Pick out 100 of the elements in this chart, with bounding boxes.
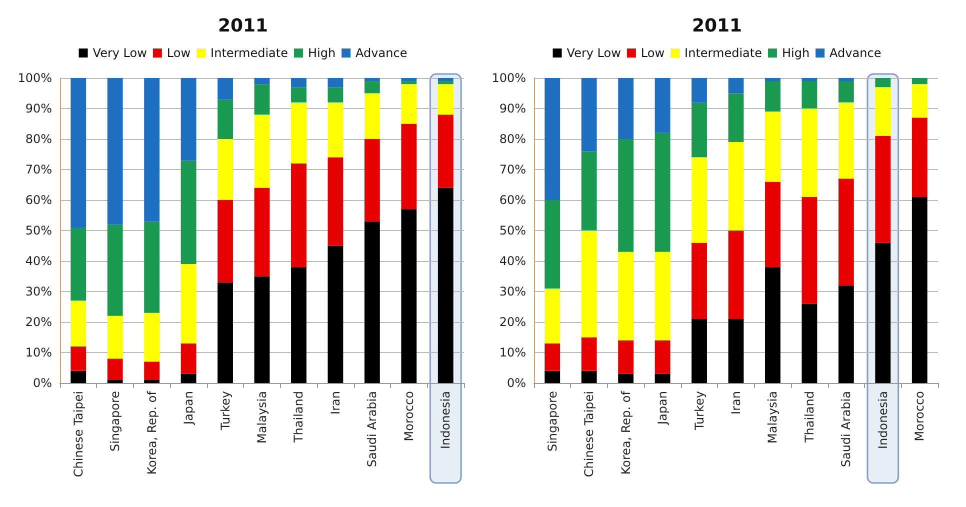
- bar: [328, 157, 344, 246]
- y-tick-label: 40%: [499, 254, 526, 268]
- bar: [254, 188, 270, 276]
- x-tick-label: Turkey: [218, 391, 232, 432]
- y-tick-label: 20%: [499, 315, 526, 329]
- bar: [291, 267, 306, 383]
- y-tick-label: 90%: [25, 102, 52, 116]
- bar: [692, 318, 707, 383]
- x-tick-label: Korea, Rep. of: [144, 390, 159, 475]
- bar: [328, 246, 344, 383]
- bar: [802, 196, 818, 304]
- x-tick-label: Thailand: [292, 391, 306, 444]
- legend-label: High: [782, 46, 810, 60]
- bar: [618, 139, 634, 252]
- bar: [838, 285, 854, 383]
- bar: [838, 102, 854, 179]
- bar: [364, 78, 380, 82]
- bar: [364, 81, 380, 94]
- bar: [291, 102, 306, 164]
- bar: [692, 157, 707, 243]
- y-tick-label: 90%: [499, 102, 526, 116]
- y-tick-label: 100%: [18, 71, 52, 85]
- y-tick-label: 30%: [499, 284, 526, 298]
- x-tick-label: Morocco: [912, 391, 927, 442]
- bar: [912, 78, 928, 84]
- x-tick-label: Saudi Arabia: [839, 391, 854, 468]
- bar: [912, 196, 928, 383]
- bar: [70, 78, 86, 228]
- y-tick-label: 80%: [25, 132, 52, 146]
- bar: [838, 81, 854, 102]
- bar: [765, 78, 780, 82]
- bar: [218, 139, 233, 200]
- x-tick-label: Singapore: [108, 391, 122, 452]
- legend-label: Very Low: [566, 46, 622, 60]
- bar: [218, 99, 233, 139]
- bar: [618, 252, 634, 340]
- x-tick-label: Iran: [729, 391, 743, 414]
- bar: [438, 78, 454, 82]
- bar: [728, 318, 744, 383]
- bar: [291, 78, 306, 88]
- bar: [328, 78, 344, 88]
- bar: [912, 84, 928, 118]
- x-tick-label: Morocco: [402, 391, 416, 442]
- legend-label: Advance: [356, 46, 408, 60]
- bar: [618, 340, 634, 374]
- bar: [401, 124, 417, 210]
- y-tick-label: 50%: [499, 224, 526, 238]
- x-tick-label: Thailand: [802, 391, 816, 444]
- bar: [581, 151, 597, 230]
- bar: [765, 81, 780, 112]
- bar: [728, 78, 744, 94]
- bar: [581, 370, 597, 383]
- x-tick-label: Chinese Taipei: [582, 391, 596, 478]
- y-tick-label: 40%: [25, 254, 52, 268]
- bar: [107, 224, 123, 316]
- legend-label: Intermediate: [210, 46, 288, 60]
- bar: [875, 242, 891, 383]
- legend-label: High: [308, 46, 336, 60]
- bar: [144, 312, 160, 362]
- bar: [692, 102, 707, 158]
- x-tick-label: Chinese Taipei: [71, 391, 86, 478]
- bar: [107, 78, 123, 224]
- bar: [254, 78, 270, 84]
- bar: [364, 221, 380, 383]
- bar: [401, 81, 417, 84]
- bar: [618, 78, 634, 139]
- y-tick-label: 10%: [25, 346, 52, 360]
- bar: [328, 102, 344, 158]
- bar: [144, 380, 160, 383]
- x-tick-label: Japan: [182, 391, 196, 426]
- y-tick-label: 10%: [499, 346, 526, 360]
- y-tick-label: 100%: [492, 71, 526, 85]
- bar: [438, 84, 454, 115]
- bar: [364, 93, 380, 139]
- bar: [401, 84, 417, 124]
- bar: [838, 178, 854, 286]
- bar: [254, 114, 270, 188]
- bar: [438, 188, 454, 383]
- bar: [218, 282, 233, 383]
- bar: [581, 78, 597, 152]
- bar: [70, 227, 86, 301]
- x-tick-label: Singapore: [545, 391, 560, 452]
- bar: [802, 81, 818, 108]
- legend-label: Low: [640, 46, 665, 60]
- bar: [218, 78, 233, 100]
- bar: [364, 139, 380, 222]
- bar: [875, 136, 891, 243]
- legend-label: Low: [166, 46, 191, 60]
- x-tick-label: Turkey: [692, 391, 706, 432]
- bar: [70, 300, 86, 346]
- x-tick-label: Malaysia: [766, 391, 780, 444]
- legend-label: Very Low: [92, 46, 148, 60]
- bar: [144, 78, 160, 222]
- bar: [728, 230, 744, 319]
- bar: [654, 340, 670, 374]
- y-tick-label: 60%: [499, 193, 526, 207]
- bar: [654, 374, 670, 383]
- bar: [802, 78, 818, 82]
- bar: [728, 142, 744, 230]
- x-tick-label: Iran: [328, 391, 342, 414]
